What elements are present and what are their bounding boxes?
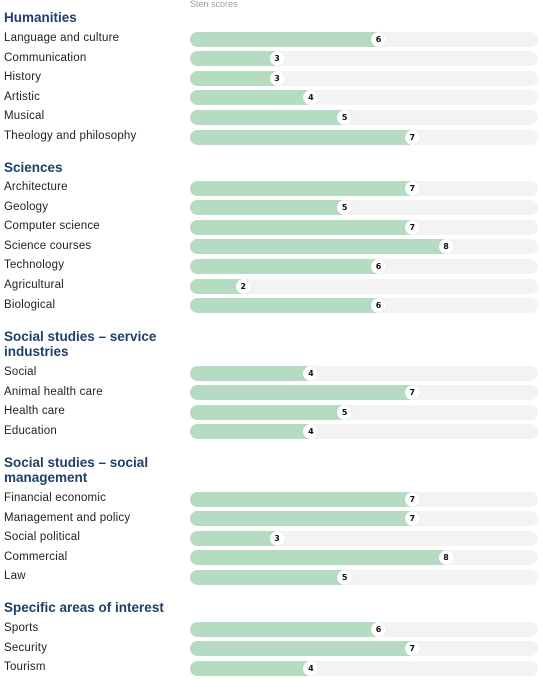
- section-title: Social studies – service industries: [4, 329, 157, 359]
- category-label: Agricultural: [4, 279, 64, 291]
- category-label: Animal health care: [4, 385, 103, 398]
- data-label: 5: [337, 569, 353, 585]
- bar: [190, 365, 319, 381]
- category-label: Communication: [4, 51, 87, 64]
- data-label: 8: [438, 550, 454, 566]
- data-label: 4: [303, 365, 319, 381]
- bar: [190, 530, 285, 546]
- data-label: 4: [303, 90, 319, 106]
- bar: [190, 200, 353, 216]
- bar: [190, 298, 386, 314]
- category-label: History: [4, 71, 42, 84]
- section-title: Specific areas of interest: [4, 600, 164, 615]
- data-label: 3: [269, 70, 285, 86]
- data-label: 5: [337, 404, 353, 420]
- bar: [190, 660, 319, 676]
- category-label: Security: [4, 641, 48, 654]
- category-label: Biological: [4, 298, 56, 311]
- data-label: 6: [371, 298, 386, 314]
- bar: [190, 621, 386, 637]
- category-label: Sports: [4, 622, 39, 634]
- category-label: Geology: [4, 200, 49, 213]
- data-label: 7: [404, 219, 420, 235]
- data-label: 7: [404, 385, 420, 401]
- category-label: Social: [4, 366, 37, 378]
- data-label: 7: [404, 641, 420, 657]
- data-label: 8: [438, 239, 454, 255]
- data-label: 5: [337, 200, 353, 216]
- bar: [190, 385, 420, 401]
- bar: [190, 70, 285, 86]
- data-label: 3: [269, 530, 285, 546]
- category-label: Science courses: [4, 239, 92, 252]
- data-label: 3: [269, 51, 285, 67]
- category-label: Artistic: [4, 90, 41, 103]
- bar: [190, 90, 319, 106]
- category-label: Language and culture: [4, 32, 120, 44]
- category-label: Health care: [4, 405, 66, 418]
- category-label: Management and policy: [4, 511, 131, 524]
- bar: [190, 491, 420, 507]
- section-title: Humanities: [4, 10, 77, 25]
- bar: [190, 404, 353, 420]
- data-label: 7: [404, 180, 420, 196]
- bar: [190, 278, 251, 294]
- data-label: 7: [404, 491, 420, 507]
- category-label: Tourism: [4, 661, 46, 674]
- category-label: Social political: [4, 531, 81, 544]
- data-label: 4: [303, 660, 319, 676]
- data-label: 7: [404, 511, 420, 527]
- bar: [190, 239, 454, 255]
- category-label: Education: [4, 424, 57, 437]
- category-label: Computer science: [4, 220, 100, 233]
- bar: [190, 511, 420, 527]
- bar: [190, 180, 420, 196]
- axis-note: Sten scores: [190, 0, 238, 9]
- data-label: 4: [303, 424, 319, 440]
- category-label: Technology: [4, 259, 65, 272]
- data-label: 7: [404, 129, 420, 145]
- section-title: Social studies – social management: [4, 455, 149, 485]
- data-label: 6: [371, 31, 386, 47]
- category-label: Law: [4, 570, 26, 583]
- bar: [190, 424, 319, 440]
- bar: [190, 641, 420, 657]
- data-label: 5: [337, 109, 353, 125]
- bar: [190, 51, 285, 67]
- bar: [190, 219, 420, 235]
- bar: [190, 31, 386, 47]
- data-label: 2: [235, 278, 251, 294]
- bar: [190, 569, 353, 585]
- category-label: Musical: [4, 110, 45, 123]
- category-label: Commercial: [4, 550, 68, 563]
- section-title: Sciences: [4, 160, 63, 175]
- data-label: 6: [371, 258, 386, 274]
- category-label: Financial economic: [4, 492, 107, 504]
- bar: [190, 550, 454, 566]
- bar: [190, 129, 420, 145]
- category-label: Architecture: [4, 181, 68, 193]
- category-label: Theology and philosophy: [4, 130, 137, 142]
- data-label: 6: [371, 621, 386, 637]
- bar: [190, 109, 353, 125]
- bar-track: [190, 278, 538, 294]
- bar: [190, 258, 386, 274]
